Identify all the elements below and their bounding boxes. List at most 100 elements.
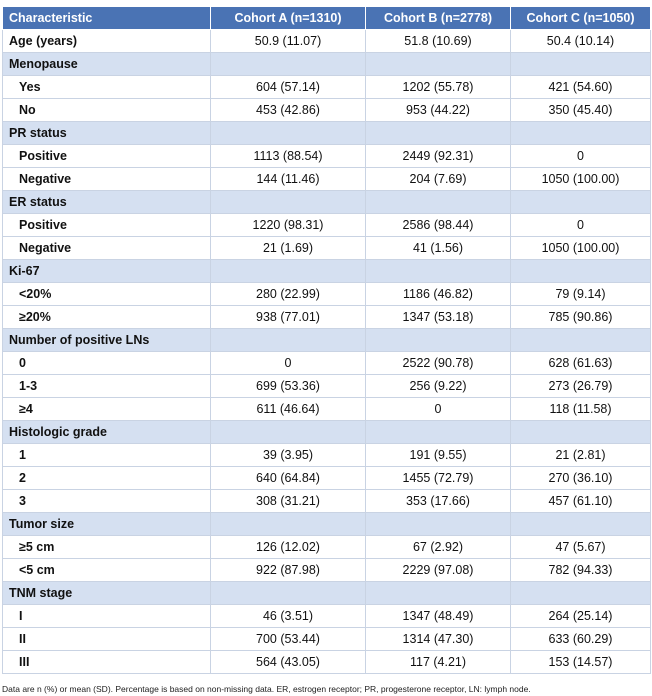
value-cell: 270 (36.10): [510, 466, 651, 490]
section-title: TNM stage: [2, 581, 211, 605]
data-row: 1 39 (3.95) 191 (9.55) 21 (2.81): [2, 443, 651, 467]
value-cell: 50.9 (11.07): [210, 29, 366, 53]
value-cell: 47 (5.67): [510, 535, 651, 559]
header-cell: Cohort B (n=2778): [365, 6, 511, 30]
value-cell: 2522 (90.78): [365, 351, 511, 375]
section-title: Histologic grade: [2, 420, 211, 444]
section-cell: [210, 581, 366, 605]
data-row: 2 640 (64.84) 1455 (72.79) 270 (36.10): [2, 466, 651, 490]
data-row: I 46 (3.51) 1347 (48.49) 264 (25.14): [2, 604, 651, 628]
data-row: ≥5 cm 126 (12.02) 67 (2.92) 47 (5.67): [2, 535, 651, 559]
value-cell: 0: [210, 351, 366, 375]
section-row: Histologic grade: [2, 420, 651, 444]
section-cell: [365, 581, 511, 605]
section-cell: [210, 420, 366, 444]
value-cell: 1050 (100.00): [510, 236, 651, 260]
value-cell: 39 (3.95): [210, 443, 366, 467]
value-cell: 457 (61.10): [510, 489, 651, 513]
header-row: Characteristic Cohort A (n=1310) Cohort B …: [2, 6, 651, 30]
section-row: Number of positive LNs: [2, 328, 651, 352]
row-label: 1-3: [2, 374, 211, 398]
row-label: ≥5 cm: [2, 535, 211, 559]
row-label: II: [2, 627, 211, 651]
value-cell: 2229 (97.08): [365, 558, 511, 582]
section-cell: [510, 121, 651, 145]
value-cell: 1347 (53.18): [365, 305, 511, 329]
data-row: No 453 (42.86) 953 (44.22) 350 (45.40): [2, 98, 651, 122]
data-row: ≥20% 938 (77.01) 1347 (53.18) 785 (90.86): [2, 305, 651, 329]
value-cell: 144 (11.46): [210, 167, 366, 191]
value-cell: 51.8 (10.69): [365, 29, 511, 53]
section-title: Menopause: [2, 52, 211, 76]
value-cell: 204 (7.69): [365, 167, 511, 191]
section-title: PR status: [2, 121, 211, 145]
row-label: 1: [2, 443, 211, 467]
value-cell: 453 (42.86): [210, 98, 366, 122]
section-row: ER status: [2, 190, 651, 214]
value-cell: 46 (3.51): [210, 604, 366, 628]
header-cell: Characteristic: [2, 6, 211, 30]
section-cell: [510, 52, 651, 76]
row-label: <20%: [2, 282, 211, 306]
section-cell: [365, 420, 511, 444]
value-cell: 2586 (98.44): [365, 213, 511, 237]
data-row: II 700 (53.44) 1314 (47.30) 633 (60.29): [2, 627, 651, 651]
value-cell: 0: [510, 144, 651, 168]
data-row: Negative 144 (11.46) 204 (7.69) 1050 (100.0…: [2, 167, 651, 191]
value-cell: 126 (12.02): [210, 535, 366, 559]
section-cell: [210, 328, 366, 352]
section-row: PR status: [2, 121, 651, 145]
value-cell: 700 (53.44): [210, 627, 366, 651]
row-label: III: [2, 650, 211, 674]
data-row: Negative 21 (1.69) 41 (1.56) 1050 (100.00): [2, 236, 651, 260]
data-row: Positive 1220 (98.31) 2586 (98.44) 0: [2, 213, 651, 237]
row-label: Positive: [2, 144, 211, 168]
footnote: Data are n (%) or mean (SD). Percentage …: [2, 684, 531, 694]
value-cell: 21 (2.81): [510, 443, 651, 467]
section-cell: [510, 420, 651, 444]
data-row: III 564 (43.05) 117 (4.21) 153 (14.57): [2, 650, 651, 674]
data-row: <20% 280 (22.99) 1186 (46.82) 79 (9.14): [2, 282, 651, 306]
value-cell: 264 (25.14): [510, 604, 651, 628]
section-cell: [210, 121, 366, 145]
section-row: Tumor size: [2, 512, 651, 536]
data-row: Positive 1113 (88.54) 2449 (92.31) 0: [2, 144, 651, 168]
value-cell: 1113 (88.54): [210, 144, 366, 168]
section-title: Ki-67: [2, 259, 211, 283]
section-cell: [365, 52, 511, 76]
value-cell: 79 (9.14): [510, 282, 651, 306]
value-cell: 1314 (47.30): [365, 627, 511, 651]
value-cell: 785 (90.86): [510, 305, 651, 329]
row-label: Age (years): [2, 29, 211, 53]
data-row: 1-3 699 (53.36) 256 (9.22) 273 (26.79): [2, 374, 651, 398]
table-body: Age (years) 50.9 (11.07) 51.8 (10.69) 50.4 …: [2, 29, 651, 674]
row-label: 0: [2, 351, 211, 375]
value-cell: 2449 (92.31): [365, 144, 511, 168]
section-cell: [510, 328, 651, 352]
value-cell: 350 (45.40): [510, 98, 651, 122]
row-label: Positive: [2, 213, 211, 237]
value-cell: 1347 (48.49): [365, 604, 511, 628]
section-row: Ki-67: [2, 259, 651, 283]
value-cell: 611 (46.64): [210, 397, 366, 421]
header-cell: Cohort C (n=1050): [510, 6, 651, 30]
value-cell: 153 (14.57): [510, 650, 651, 674]
value-cell: 21 (1.69): [210, 236, 366, 260]
section-cell: [510, 190, 651, 214]
table-container: Characteristic Cohort A (n=1310) Cohort B …: [2, 6, 651, 674]
value-cell: 118 (11.58): [510, 397, 651, 421]
value-cell: 564 (43.05): [210, 650, 366, 674]
value-cell: 67 (2.92): [365, 535, 511, 559]
value-cell: 41 (1.56): [365, 236, 511, 260]
row-label: Negative: [2, 167, 211, 191]
section-cell: [510, 581, 651, 605]
data-row: 0 0 2522 (90.78) 628 (61.63): [2, 351, 651, 375]
value-cell: 1220 (98.31): [210, 213, 366, 237]
row-label: I: [2, 604, 211, 628]
characteristics-table: Characteristic Cohort A (n=1310) Cohort B …: [2, 6, 651, 674]
value-cell: 280 (22.99): [210, 282, 366, 306]
section-cell: [210, 52, 366, 76]
section-title: ER status: [2, 190, 211, 214]
value-cell: 699 (53.36): [210, 374, 366, 398]
value-cell: 633 (60.29): [510, 627, 651, 651]
